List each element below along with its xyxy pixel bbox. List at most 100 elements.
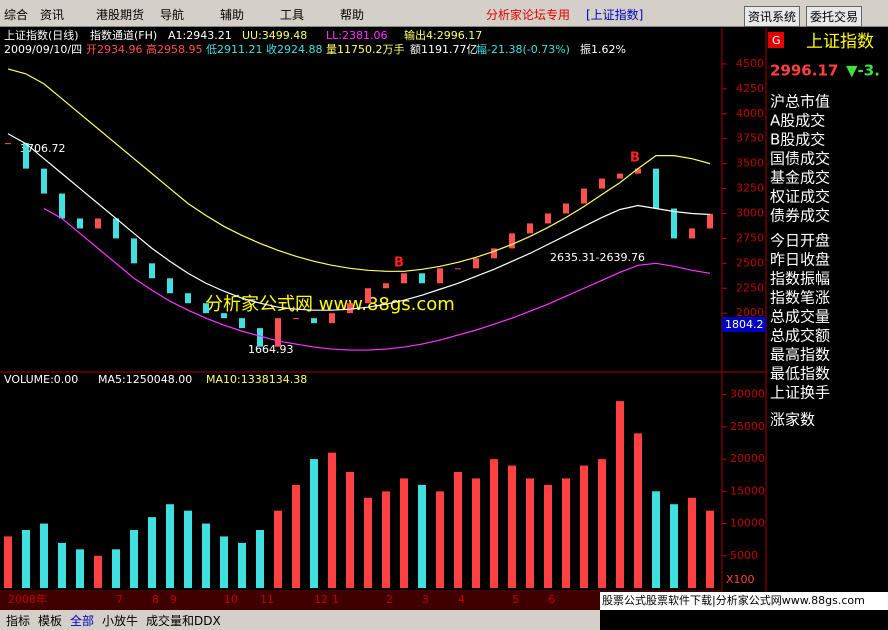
volume-bar	[256, 530, 264, 588]
candle	[239, 318, 245, 329]
volume-bar	[562, 478, 570, 588]
info: 输出4:2996.17	[404, 28, 482, 42]
info: UU:3499.48	[242, 29, 307, 42]
info: 2009/09/10/四	[4, 43, 82, 56]
info: 指数通道(FH)	[90, 28, 157, 42]
candle	[455, 268, 461, 270]
info: 高2958.95	[146, 42, 203, 56]
y-tick-label: 25000	[730, 420, 765, 433]
candle	[131, 238, 137, 264]
panel-label: 今日开盘	[770, 232, 830, 250]
menu-title: [上证指数]	[586, 8, 644, 22]
candle	[581, 188, 587, 204]
panel-label: 沪总市值	[770, 93, 830, 111]
button[interactable]: 委托交易	[806, 6, 863, 27]
x-tick-label: 10	[224, 593, 238, 606]
menu-item[interactable]: 资讯	[40, 8, 65, 22]
channel-line	[7, 68, 711, 272]
panel-label: 最高指数	[770, 346, 830, 364]
volume-bar	[472, 478, 480, 588]
tab[interactable]: 全部	[70, 614, 95, 628]
panel-label: 总成交量	[770, 308, 830, 326]
candle	[707, 213, 713, 229]
volume-bar	[544, 484, 552, 588]
last-price-box	[722, 317, 766, 332]
volume-bar	[616, 401, 624, 588]
y-tick-label: 4000	[736, 107, 764, 120]
y-tick-label: 5000	[730, 549, 758, 562]
y-tick-label: 3000	[736, 206, 764, 219]
candle	[203, 303, 209, 314]
panel-label: 国债成交	[770, 150, 830, 168]
menu-item[interactable]: 工具	[280, 8, 305, 22]
info: 振1.62%	[580, 42, 626, 56]
menu-item[interactable]: 辅助	[220, 8, 245, 22]
x-tick-label: 1	[332, 593, 339, 606]
volume-bar	[58, 542, 66, 588]
info: VOLUME:0.00	[4, 373, 78, 386]
menu-item[interactable]: 综合	[4, 8, 29, 22]
info: 收2924.88	[266, 42, 323, 56]
icon-label: G	[772, 34, 781, 47]
volume-bar	[508, 465, 516, 588]
watermark: 分析家公式网 www.88gs.com	[205, 294, 455, 315]
panel-label: 债券成交	[770, 207, 830, 225]
menu-item[interactable]: 帮助	[340, 8, 365, 22]
y-tick-label: 2000	[736, 306, 764, 319]
candle	[383, 283, 389, 289]
x-tick-label: 12	[314, 593, 328, 606]
menu-item[interactable]: 港股期货	[96, 8, 145, 22]
info: 量11750.2万手	[326, 42, 405, 56]
candle	[149, 263, 155, 279]
candle	[419, 273, 425, 284]
panel-label: 基金成交	[770, 169, 830, 187]
tab-bar: 指标 模板 全部 小放牛 成交量和DDX	[0, 610, 600, 630]
panel-label: 最低指数	[770, 365, 830, 383]
x-tick-label: 7	[116, 593, 123, 606]
annotation: 2635.31-2639.76	[550, 251, 645, 264]
volume-bar	[652, 491, 660, 588]
candle	[5, 143, 11, 145]
candle	[41, 168, 47, 194]
volume-bar	[184, 510, 192, 588]
y-tick-label: 3500	[736, 157, 764, 170]
annotation: 3706.72	[20, 142, 66, 155]
candle	[563, 203, 569, 214]
volume-bar	[382, 491, 390, 588]
y-tick-label: 20000	[730, 452, 765, 465]
annotation: B	[394, 256, 404, 271]
candle	[275, 318, 281, 347]
y-tick-label: 2750	[736, 231, 764, 244]
button[interactable]: 资讯系统	[744, 6, 801, 27]
index-price: 2996.17	[770, 62, 838, 80]
channel-line	[7, 133, 711, 311]
volume-bar	[670, 504, 678, 588]
y-tick-label: 3250	[736, 182, 764, 195]
panel-label: A股成交	[770, 112, 825, 130]
candle	[491, 248, 497, 259]
tab[interactable]: 指标	[6, 614, 31, 628]
unit: X100	[726, 573, 755, 586]
candle	[689, 228, 695, 239]
tab[interactable]: 小放牛	[102, 614, 139, 628]
panel-label: 权证成交	[770, 188, 830, 206]
panel-label: 上证换手	[770, 384, 830, 402]
volume-bar	[238, 542, 246, 588]
y-tick-label: 3750	[736, 132, 764, 145]
volume-bar	[130, 530, 138, 588]
menu-title: 分析家论坛专用	[486, 8, 571, 22]
tab[interactable]: 模板	[38, 614, 63, 628]
ad-box	[600, 592, 888, 610]
candle	[671, 208, 677, 239]
volume-bar	[706, 510, 714, 588]
tab[interactable]: 成交量和DDX	[146, 614, 221, 628]
candle	[473, 258, 479, 269]
panel-label: 涨家数	[770, 411, 815, 429]
info: MA10:1338134.38	[206, 373, 307, 386]
candle	[635, 168, 641, 174]
candle	[23, 143, 29, 169]
volume-bar	[220, 536, 228, 588]
menu-item[interactable]: 导航	[160, 8, 185, 22]
index-change: ▼-3.	[846, 62, 880, 80]
chart: 上证指数(日线) 指数通道(FH) A1:2943.21 UU:3499.48 …	[0, 27, 888, 610]
